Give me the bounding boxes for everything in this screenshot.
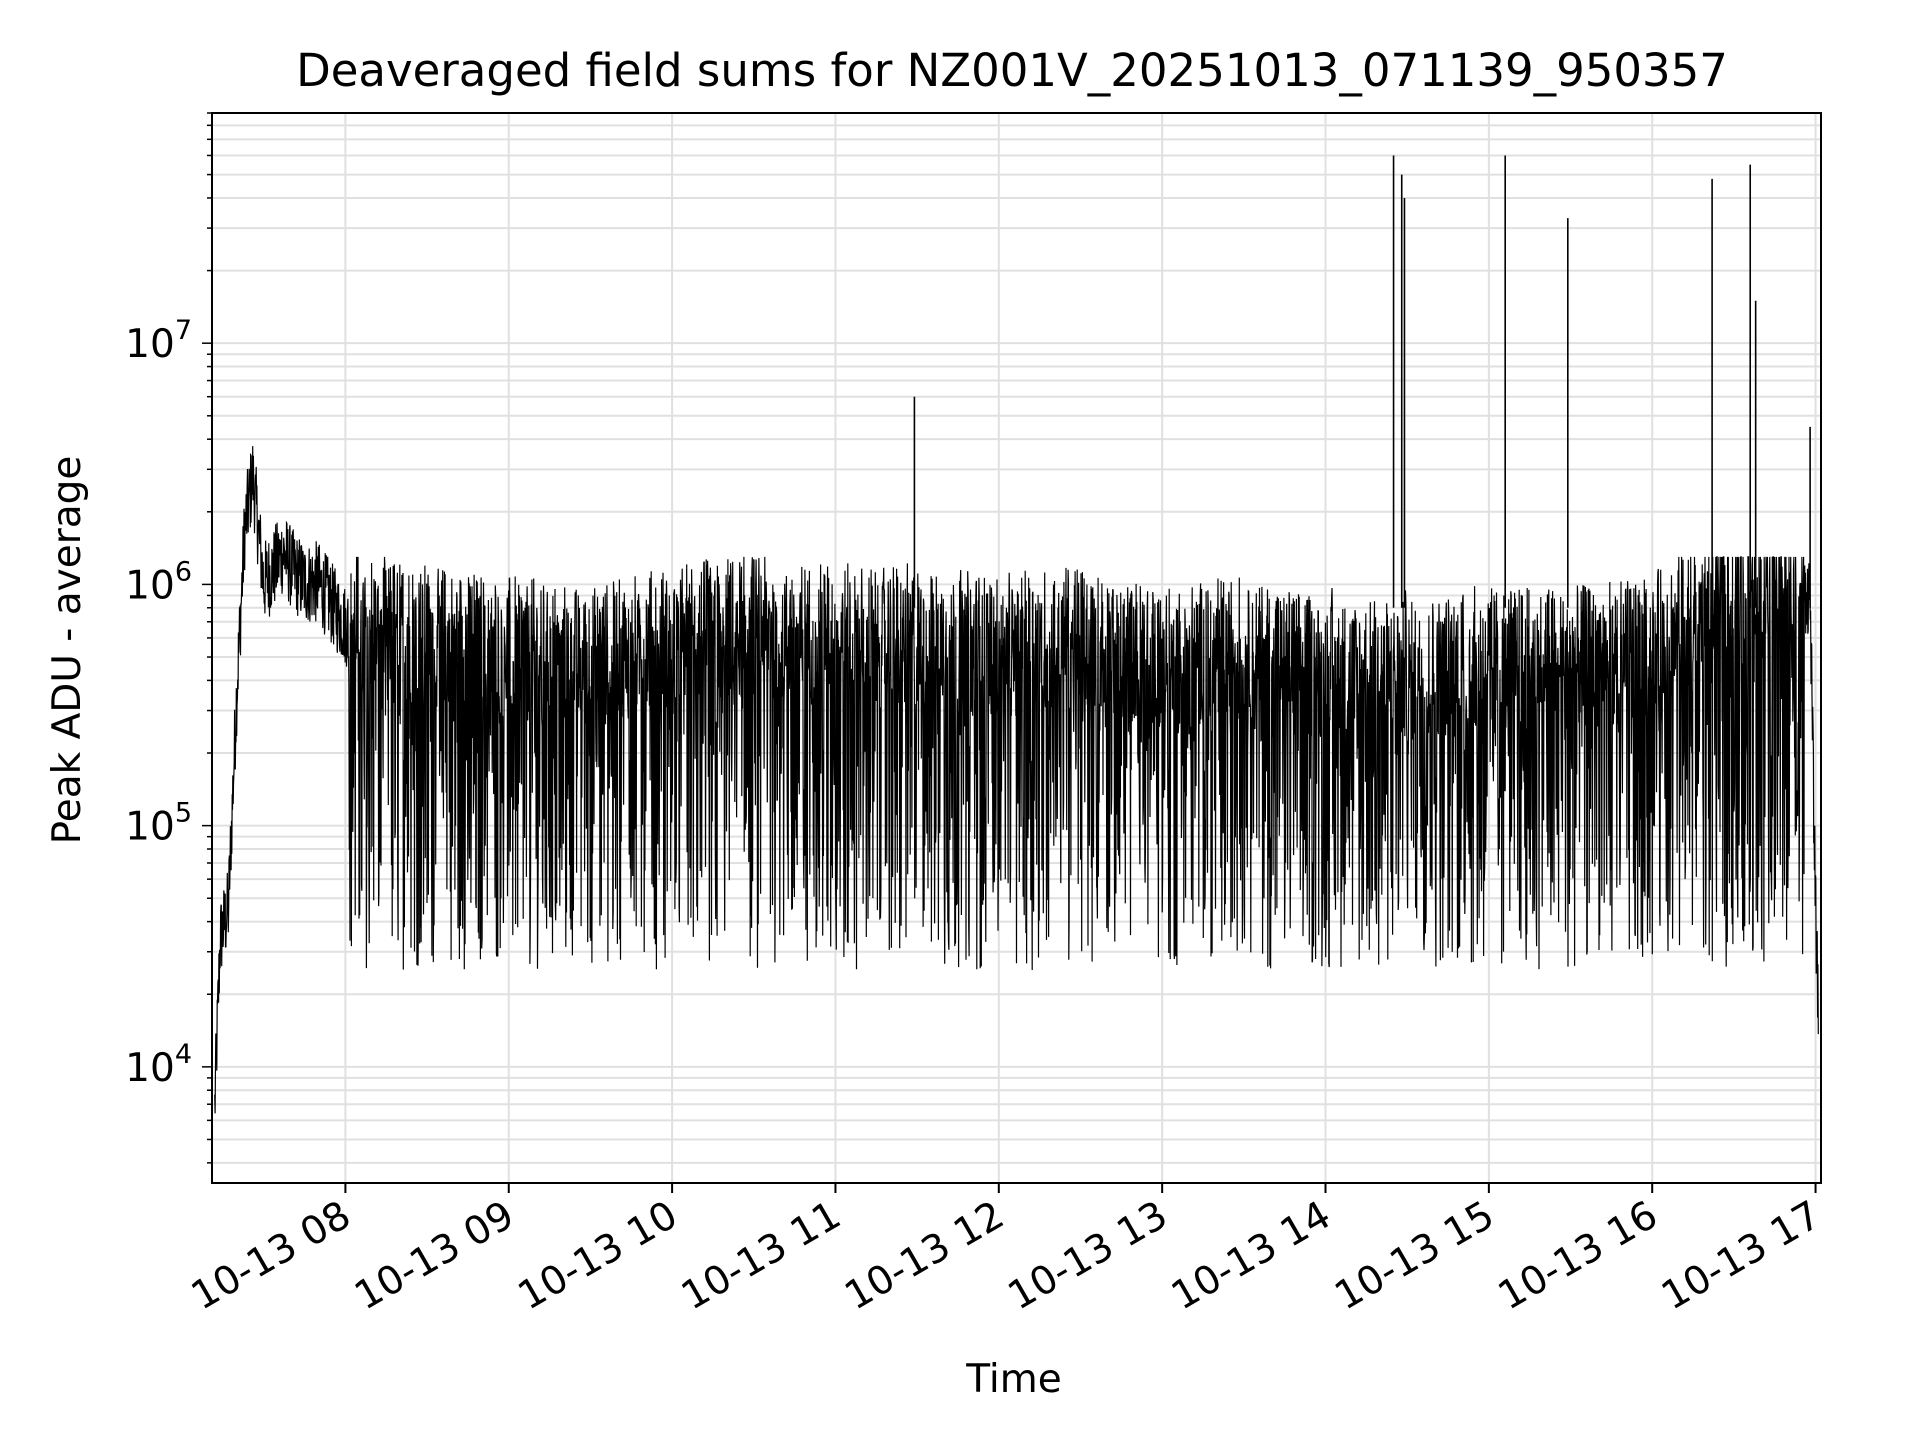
- data-layer: [214, 155, 1819, 1114]
- series-line: [214, 446, 1819, 1114]
- y-tick-label: 107: [125, 315, 192, 367]
- y-tick-label: 106: [125, 556, 192, 608]
- y-tick-label: 105: [125, 798, 192, 850]
- y-axis-label: Peak ADU - average: [45, 456, 90, 845]
- x-axis-label: Time: [965, 1357, 1061, 1402]
- y-tick-label: 104: [125, 1039, 192, 1091]
- chart-title: Deaveraged field sums for NZ001V_2025101…: [296, 44, 1728, 97]
- plot-frame: [211, 112, 1822, 1184]
